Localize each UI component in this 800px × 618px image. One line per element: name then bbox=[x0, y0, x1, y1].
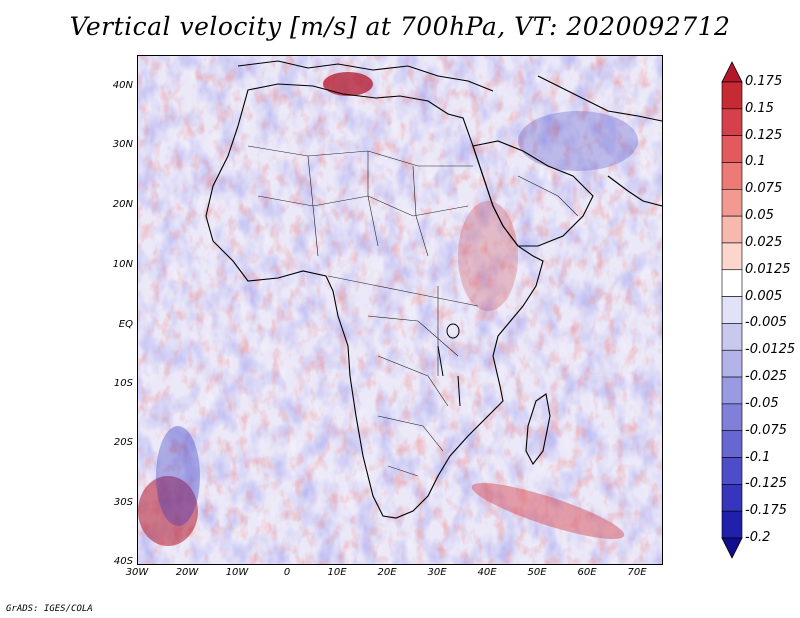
lat-tick-label: 10S bbox=[113, 378, 133, 389]
colorbar-bin bbox=[721, 323, 743, 351]
credit-text: GrADS: IGES/COLA bbox=[6, 604, 93, 614]
strong-ascent-southwest bbox=[138, 476, 198, 546]
ascent-band-south bbox=[471, 482, 625, 540]
arabia-coastline bbox=[472, 140, 594, 247]
lat-tick-label: 30S bbox=[113, 497, 133, 508]
colorbar-bin bbox=[721, 403, 743, 432]
colorbar-bin bbox=[721, 349, 743, 378]
colorbar-bin bbox=[721, 457, 743, 485]
colorbar-bin bbox=[721, 510, 743, 539]
lat-tick-label: 10N bbox=[112, 259, 133, 270]
lat-tick-label: 40S bbox=[113, 556, 133, 567]
lon-tick-label: 20E bbox=[377, 567, 397, 578]
colorbar-tick-label: -0.1 bbox=[745, 449, 771, 465]
lon-tick-label: 30E bbox=[427, 567, 447, 578]
lakes bbox=[437, 323, 461, 407]
lake-victoria bbox=[446, 323, 460, 339]
lat-tick-label: 30N bbox=[112, 139, 133, 150]
lat-tick-label: 20N bbox=[112, 199, 133, 210]
colorbar-bin bbox=[721, 215, 743, 244]
colorbar-bin bbox=[721, 430, 743, 458]
ascent-ethiopia bbox=[458, 201, 518, 311]
colorbar-bin bbox=[721, 269, 743, 297]
colorbar-bin bbox=[721, 188, 743, 217]
colorbar-tick-label: -0.05 bbox=[745, 395, 779, 411]
subsidence-iran bbox=[518, 111, 638, 171]
lake-malawi bbox=[457, 375, 461, 407]
colorbar-tick-label: 0.075 bbox=[745, 181, 783, 197]
colorbar-arrow-top bbox=[721, 61, 743, 83]
colorbar-tick-label: 0.15 bbox=[745, 100, 774, 116]
africa-coastline bbox=[205, 83, 544, 519]
lon-tick-label: 50E bbox=[527, 567, 547, 578]
asia-coastline bbox=[537, 75, 662, 122]
colorbar-bin bbox=[721, 376, 743, 405]
lon-tick-label: 0 bbox=[283, 567, 291, 578]
map-title: Vertical velocity [m/s] at 700hPa, VT: 2… bbox=[69, 12, 731, 41]
colorbar-tick-label: 0.125 bbox=[745, 127, 783, 143]
contour-field bbox=[138, 56, 662, 564]
country-borders bbox=[247, 145, 579, 477]
madagascar-coastline bbox=[525, 393, 551, 466]
lat-tick-label: 20S bbox=[113, 437, 133, 448]
lon-tick-label: 70E bbox=[627, 567, 647, 578]
lake-tanganyika bbox=[437, 345, 444, 377]
colorbar-tick-label: 0.025 bbox=[745, 234, 783, 250]
coastlines bbox=[205, 60, 662, 519]
map-panel bbox=[137, 55, 663, 565]
colorbar-bin bbox=[721, 484, 743, 512]
colorbar-tick-label: 0.005 bbox=[745, 288, 783, 304]
europe-coastline bbox=[237, 60, 494, 92]
strong-subsidence-southwest bbox=[156, 426, 200, 526]
map-canvas bbox=[138, 56, 662, 564]
colorbar-bin bbox=[721, 81, 743, 110]
india-coastline bbox=[607, 175, 662, 207]
colorbar-tick-label: -0.125 bbox=[745, 476, 787, 492]
colorbar-tick-label: -0.025 bbox=[745, 369, 787, 385]
lon-tick-label: 60E bbox=[577, 567, 597, 578]
colorbar-bin bbox=[721, 108, 743, 136]
colorbar-tick-label: -0.005 bbox=[745, 315, 787, 331]
lat-tick-label: EQ bbox=[118, 319, 133, 330]
lon-tick-label: 20W bbox=[175, 567, 199, 578]
colorbar-tick-label: -0.2 bbox=[745, 530, 771, 545]
colorbar-tick-label: -0.0125 bbox=[745, 342, 796, 358]
strong-ascent-north bbox=[323, 72, 373, 96]
colorbar-tick-label: 0.05 bbox=[745, 208, 774, 224]
colorbar-bin bbox=[721, 162, 743, 190]
lon-tick-label: 30W bbox=[125, 567, 149, 578]
colorbar-bin bbox=[721, 135, 743, 163]
colorbar-tick-label: -0.075 bbox=[745, 422, 787, 438]
colorbar-tick-label: 0.175 bbox=[745, 74, 783, 89]
lon-tick-label: 40E bbox=[477, 567, 497, 578]
lon-tick-label: 10W bbox=[225, 567, 249, 578]
colorbar-tick-label: -0.175 bbox=[745, 503, 787, 519]
colorbar bbox=[721, 61, 743, 559]
colorbar-bin bbox=[721, 242, 743, 271]
colorbar-tick-label: 0.1 bbox=[745, 154, 766, 170]
lon-tick-label: 10E bbox=[327, 567, 347, 578]
lat-tick-label: 40N bbox=[112, 80, 133, 91]
colorbar-arrow-bottom bbox=[721, 537, 743, 559]
colorbar-tick-label: 0.0125 bbox=[745, 261, 791, 277]
colorbar-bin bbox=[721, 296, 743, 324]
